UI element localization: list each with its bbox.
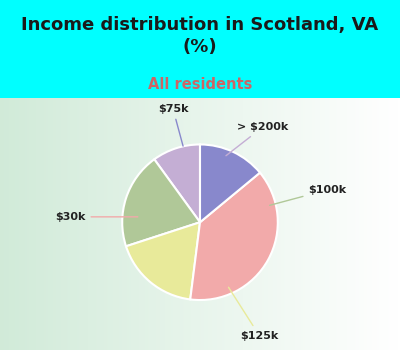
Text: > $200k: > $200k <box>226 122 288 156</box>
Text: $100k: $100k <box>270 185 346 205</box>
Text: Income distribution in Scotland, VA
(%): Income distribution in Scotland, VA (%) <box>22 16 378 56</box>
Wedge shape <box>200 145 260 222</box>
Wedge shape <box>154 145 200 222</box>
Wedge shape <box>122 159 200 246</box>
Text: All residents: All residents <box>148 77 252 92</box>
Text: $75k: $75k <box>158 104 188 146</box>
Wedge shape <box>190 173 278 300</box>
Wedge shape <box>126 222 200 300</box>
Text: $125k: $125k <box>228 287 278 341</box>
Text: $30k: $30k <box>55 212 138 222</box>
